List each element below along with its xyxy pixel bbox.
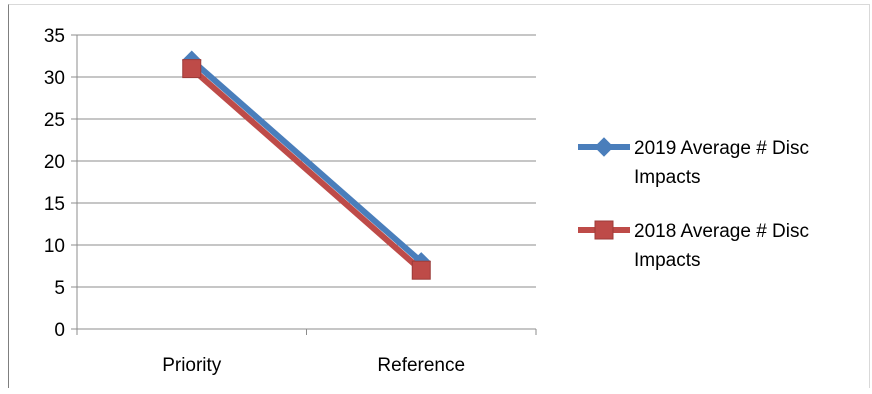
legend-entry-2: 2018 Average # Disc Impacts: [578, 220, 809, 271]
axes: [71, 34, 537, 335]
series-line: [189, 57, 424, 265]
x-tick-label: Priority: [162, 355, 222, 376]
series-line: [189, 66, 424, 273]
x-tick-labels: Priority Reference: [162, 355, 465, 376]
y-tick-labels: 0 5 10 15 20 25 30 35: [44, 26, 65, 341]
y-tick-label: 0: [54, 320, 65, 341]
legend-label: Impacts: [634, 250, 701, 271]
y-tick-label: 5: [54, 278, 65, 299]
y-tick-label: 20: [44, 152, 65, 173]
y-tick-label: 15: [44, 194, 65, 215]
legend-marker: [594, 220, 614, 240]
data-point: [182, 59, 202, 79]
legend-label: 2019 Average # Disc: [634, 138, 809, 159]
series-lines: [182, 50, 431, 280]
y-tick-label: 35: [44, 26, 65, 47]
x-tick-label: Reference: [377, 355, 465, 376]
y-tick-label: 30: [44, 68, 65, 89]
data-point: [411, 260, 431, 280]
legend-entry-1: 2019 Average # Disc Impacts: [578, 137, 809, 188]
chart-frame: [8, 4, 870, 388]
series-2: [182, 59, 431, 280]
legend-label: Impacts: [634, 167, 701, 188]
legend-marker: [594, 137, 614, 157]
y-tick-label: 10: [44, 236, 65, 257]
y-tick-label: 25: [44, 110, 65, 131]
legend-label: 2018 Average # Disc: [634, 221, 809, 242]
